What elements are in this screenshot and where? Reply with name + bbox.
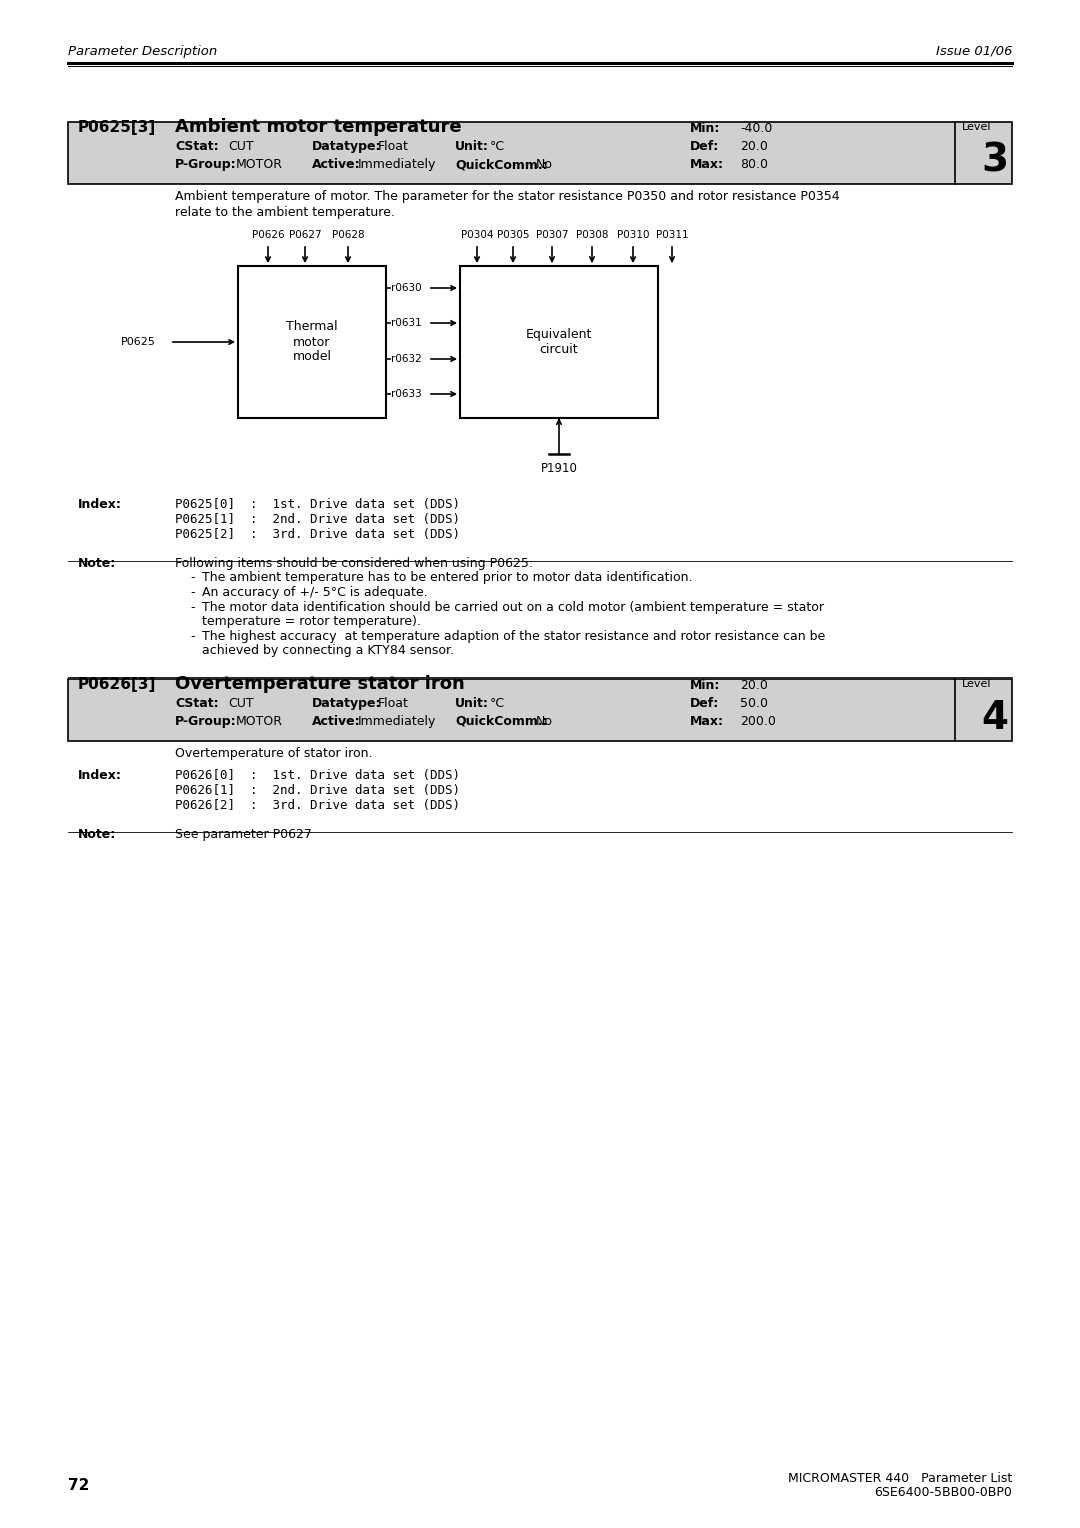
- Text: Index:: Index:: [78, 769, 122, 782]
- Text: P0625[0]  :  1st. Drive data set (DDS): P0625[0] : 1st. Drive data set (DDS): [175, 498, 460, 510]
- Text: 72: 72: [68, 1478, 90, 1493]
- Text: relate to the ambient temperature.: relate to the ambient temperature.: [175, 206, 395, 219]
- Text: QuickComm.:: QuickComm.:: [455, 157, 548, 171]
- Text: Float: Float: [378, 697, 409, 711]
- Text: Def:: Def:: [690, 141, 719, 153]
- Text: Float: Float: [378, 141, 409, 153]
- Text: Following items should be considered when using P0625:: Following items should be considered whe…: [175, 558, 534, 570]
- Text: The motor data identification should be carried out on a cold motor (ambient tem: The motor data identification should be …: [202, 601, 824, 614]
- Text: P0305: P0305: [497, 231, 529, 240]
- Text: °C: °C: [490, 697, 505, 711]
- Text: 4: 4: [982, 698, 1009, 736]
- Text: P0625: P0625: [121, 338, 156, 347]
- Text: P0625[1]  :  2nd. Drive data set (DDS): P0625[1] : 2nd. Drive data set (DDS): [175, 513, 460, 526]
- Text: MOTOR: MOTOR: [237, 715, 283, 727]
- Text: Issue 01/06: Issue 01/06: [935, 44, 1012, 58]
- Text: Unit:: Unit:: [455, 697, 489, 711]
- Text: r0630: r0630: [391, 283, 421, 293]
- Text: P0626: P0626: [252, 231, 284, 240]
- Text: CStat:: CStat:: [175, 697, 218, 711]
- Text: -: -: [190, 601, 194, 614]
- Bar: [460, 266, 658, 419]
- Text: 20.0: 20.0: [740, 141, 768, 153]
- Text: Min:: Min:: [690, 122, 720, 134]
- Text: Overtemperature stator iron: Overtemperature stator iron: [175, 675, 464, 694]
- Bar: [68, 678, 1012, 741]
- Text: 50.0: 50.0: [740, 697, 768, 711]
- Text: See parameter P0627: See parameter P0627: [175, 828, 312, 840]
- Text: 20.0: 20.0: [740, 678, 768, 692]
- Text: No: No: [536, 715, 553, 727]
- Bar: [68, 122, 1012, 183]
- Text: P0626[2]  :  3rd. Drive data set (DDS): P0626[2] : 3rd. Drive data set (DDS): [175, 799, 460, 811]
- Text: MICROMASTER 440   Parameter List: MICROMASTER 440 Parameter List: [787, 1471, 1012, 1485]
- Text: No: No: [536, 157, 553, 171]
- Text: achieved by connecting a KTY84 sensor.: achieved by connecting a KTY84 sensor.: [202, 643, 454, 657]
- Text: Ambient temperature of motor. The parameter for the stator resistance P0350 and : Ambient temperature of motor. The parame…: [175, 189, 839, 203]
- Text: P0304: P0304: [461, 231, 494, 240]
- Text: -: -: [190, 630, 194, 643]
- Text: P-Group:: P-Group:: [175, 157, 237, 171]
- Text: Def:: Def:: [690, 697, 719, 711]
- Text: Unit:: Unit:: [455, 141, 489, 153]
- Text: 3: 3: [982, 142, 1009, 180]
- Text: P0626[0]  :  1st. Drive data set (DDS): P0626[0] : 1st. Drive data set (DDS): [175, 769, 460, 782]
- Text: CUT: CUT: [228, 141, 254, 153]
- Text: P0307: P0307: [536, 231, 568, 240]
- Text: -40.0: -40.0: [740, 122, 772, 134]
- Text: QuickComm.:: QuickComm.:: [455, 715, 548, 727]
- Text: The highest accuracy  at temperature adaption of the stator resistance and rotor: The highest accuracy at temperature adap…: [202, 630, 825, 643]
- Text: P0310: P0310: [617, 231, 649, 240]
- Text: P0311: P0311: [656, 231, 688, 240]
- Text: Datatype:: Datatype:: [312, 141, 381, 153]
- Text: P0626[1]  :  2nd. Drive data set (DDS): P0626[1] : 2nd. Drive data set (DDS): [175, 784, 460, 798]
- Text: An accuracy of +/- 5°C is adequate.: An accuracy of +/- 5°C is adequate.: [202, 587, 428, 599]
- Text: Overtemperature of stator iron.: Overtemperature of stator iron.: [175, 747, 373, 759]
- Text: -: -: [190, 571, 194, 584]
- Text: P1910: P1910: [541, 461, 578, 475]
- Text: The ambient temperature has to be entered prior to motor data identification.: The ambient temperature has to be entere…: [202, 571, 692, 584]
- Text: 6SE6400-5BB00-0BP0: 6SE6400-5BB00-0BP0: [874, 1487, 1012, 1499]
- Text: -: -: [190, 587, 194, 599]
- Text: P0626[3]: P0626[3]: [78, 677, 157, 692]
- Text: P0625[3]: P0625[3]: [78, 121, 157, 134]
- Text: 80.0: 80.0: [740, 157, 768, 171]
- Text: temperature = rotor temperature).: temperature = rotor temperature).: [202, 614, 421, 628]
- Text: Max:: Max:: [690, 157, 724, 171]
- Text: Active:: Active:: [312, 157, 361, 171]
- Text: Index:: Index:: [78, 498, 122, 510]
- Bar: [238, 266, 386, 419]
- Text: Parameter Description: Parameter Description: [68, 44, 217, 58]
- Text: MOTOR: MOTOR: [237, 157, 283, 171]
- Text: Note:: Note:: [78, 828, 117, 840]
- Text: CUT: CUT: [228, 697, 254, 711]
- Text: Datatype:: Datatype:: [312, 697, 381, 711]
- Text: P0628: P0628: [332, 231, 364, 240]
- Text: Min:: Min:: [690, 678, 720, 692]
- Text: Immediately: Immediately: [357, 157, 436, 171]
- Text: P0625[2]  :  3rd. Drive data set (DDS): P0625[2] : 3rd. Drive data set (DDS): [175, 529, 460, 541]
- Text: r0633: r0633: [391, 390, 422, 399]
- Text: P0627: P0627: [288, 231, 322, 240]
- Text: °C: °C: [490, 141, 505, 153]
- Text: Immediately: Immediately: [357, 715, 436, 727]
- Text: r0632: r0632: [391, 354, 422, 364]
- Text: P-Group:: P-Group:: [175, 715, 237, 727]
- Text: Active:: Active:: [312, 715, 361, 727]
- Text: r0631: r0631: [391, 318, 422, 329]
- Text: Level: Level: [962, 678, 991, 689]
- Text: Equivalent
circuit: Equivalent circuit: [526, 329, 592, 356]
- Text: CStat:: CStat:: [175, 141, 218, 153]
- Text: Thermal
motor
model: Thermal motor model: [286, 321, 338, 364]
- Text: Level: Level: [962, 122, 991, 131]
- Text: Ambient motor temperature: Ambient motor temperature: [175, 118, 461, 136]
- Text: Note:: Note:: [78, 558, 117, 570]
- Text: P0308: P0308: [576, 231, 608, 240]
- Text: Max:: Max:: [690, 715, 724, 727]
- Text: 200.0: 200.0: [740, 715, 775, 727]
